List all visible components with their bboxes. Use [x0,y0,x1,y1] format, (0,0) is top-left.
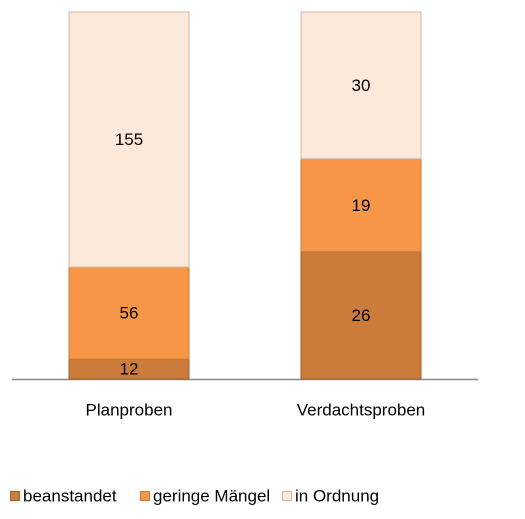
data-label: 30 [352,76,371,95]
data-label: 155 [115,130,143,149]
bar-segment [300,158,422,253]
data-label: 56 [120,304,139,323]
legend-swatch [10,491,20,501]
data-label: 26 [352,306,371,325]
x-tick-label: Planproben [86,400,173,419]
bar-segment [300,251,422,380]
bar-segment [68,11,190,268]
bar-segment [68,266,190,360]
legend-label: in Ordnung [295,486,379,505]
x-tick-label: Verdachtsproben [297,400,426,419]
data-label: 12 [120,360,139,379]
data-label: 19 [352,196,371,215]
legend-swatch [282,491,292,501]
legend-label: beanstandet [23,486,117,505]
bar-segment [300,11,422,160]
legend-label: geringe Mängel [153,486,270,505]
legend-swatch [140,491,150,501]
